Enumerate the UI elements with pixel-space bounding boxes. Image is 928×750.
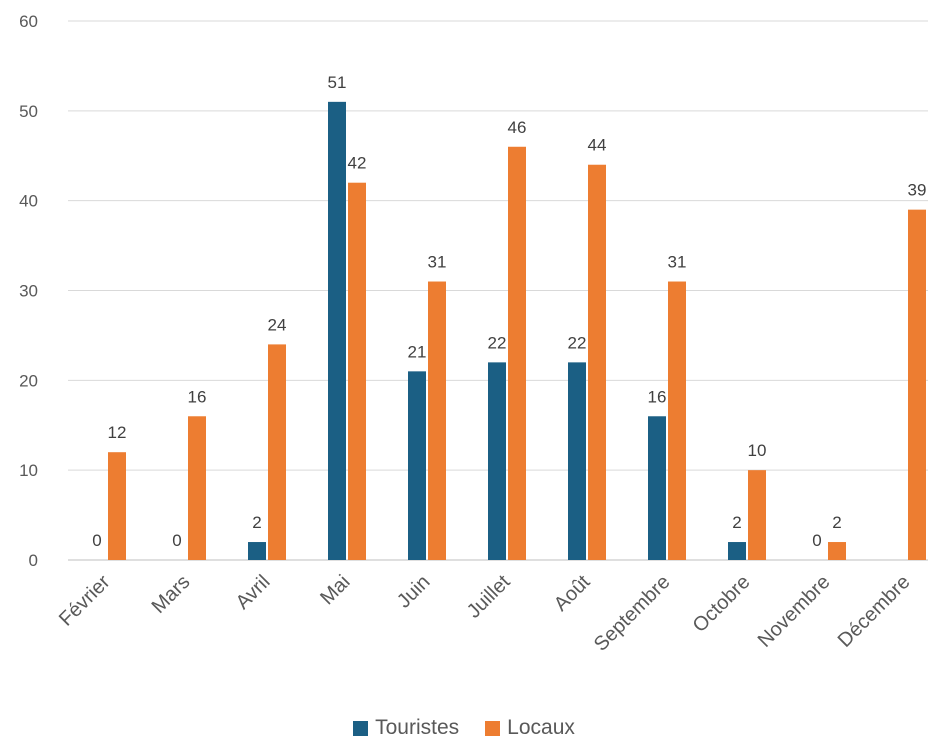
x-tick-label: Avril — [232, 571, 275, 614]
bar-locaux-5 — [508, 146, 526, 560]
data-label: 44 — [588, 136, 607, 155]
legend-label-touristes: Touristes — [375, 716, 460, 739]
x-tick-label: Décembre — [834, 571, 915, 652]
bars — [108, 101, 926, 560]
bar-locaux-7 — [668, 281, 686, 560]
data-label: 10 — [748, 441, 767, 460]
x-tick-label: Juin — [393, 571, 435, 613]
x-tick-label: Août — [550, 571, 595, 616]
data-label: 2 — [732, 513, 741, 532]
bar-touristes-6 — [568, 362, 586, 560]
data-label: 31 — [668, 253, 687, 272]
data-label: 24 — [268, 315, 287, 334]
legend-item-touristes: Touristes — [353, 716, 459, 740]
x-tick-label: Mai — [316, 571, 354, 609]
y-tick-label: 10 — [19, 461, 38, 480]
bar-locaux-6 — [588, 164, 606, 560]
legend-item-locaux: Locaux — [485, 716, 575, 740]
y-tick-label: 30 — [19, 282, 38, 301]
y-tick-label: 50 — [19, 102, 38, 121]
data-label: 2 — [832, 513, 841, 532]
data-label: 0 — [92, 531, 101, 550]
data-label: 2 — [252, 513, 261, 532]
data-label: 51 — [328, 73, 347, 92]
y-tick-label: 0 — [29, 551, 38, 570]
data-label: 16 — [648, 387, 667, 406]
data-label: 16 — [188, 387, 207, 406]
legend-swatch-locaux — [485, 720, 501, 736]
x-tick-label: Juillet — [463, 571, 515, 623]
data-label: 31 — [428, 253, 447, 272]
data-label: 22 — [488, 333, 507, 352]
data-label: 22 — [568, 333, 587, 352]
bar-touristes-5 — [488, 362, 506, 560]
y-axis-ticks: 0 10 20 30 40 50 60 — [19, 12, 38, 570]
x-tick-label: Septembre — [590, 571, 675, 656]
data-label: 39 — [908, 181, 927, 200]
bar-locaux-4 — [428, 281, 446, 560]
data-label: 42 — [348, 154, 367, 173]
bar-locaux-3 — [348, 182, 366, 560]
data-label: 21 — [408, 342, 427, 361]
legend-swatch-touristes — [353, 720, 369, 736]
data-label: 0 — [172, 531, 181, 550]
bar-touristes-7 — [648, 416, 666, 560]
bar-locaux-10 — [908, 209, 926, 560]
bar-locaux-2 — [268, 344, 286, 560]
bar-touristes-8 — [728, 542, 746, 560]
y-tick-label: 20 — [19, 371, 38, 390]
bar-locaux-8 — [748, 470, 766, 560]
x-tick-label: Mars — [148, 571, 195, 618]
data-label: 12 — [108, 423, 127, 442]
x-axis-labels: Février Mars Avril Mai Juin Juillet AoûtSeptem… — [55, 571, 915, 656]
bar-locaux-0 — [108, 452, 126, 560]
bar-touristes-2 — [248, 542, 266, 560]
x-tick-label: Octobre — [689, 571, 755, 637]
x-tick-label: Février — [55, 571, 115, 631]
bar-locaux-9 — [828, 542, 846, 560]
data-label: 46 — [508, 118, 527, 137]
legend: Touristes Locaux — [0, 716, 928, 740]
x-tick-label: Novembre — [754, 571, 835, 652]
bar-touristes-3 — [328, 101, 346, 560]
bar-touristes-4 — [408, 371, 426, 560]
legend-label-locaux: Locaux — [507, 716, 575, 739]
y-tick-label: 60 — [19, 12, 38, 31]
data-label: 0 — [812, 531, 821, 550]
bar-locaux-1 — [188, 416, 206, 560]
y-tick-label: 40 — [19, 192, 38, 211]
